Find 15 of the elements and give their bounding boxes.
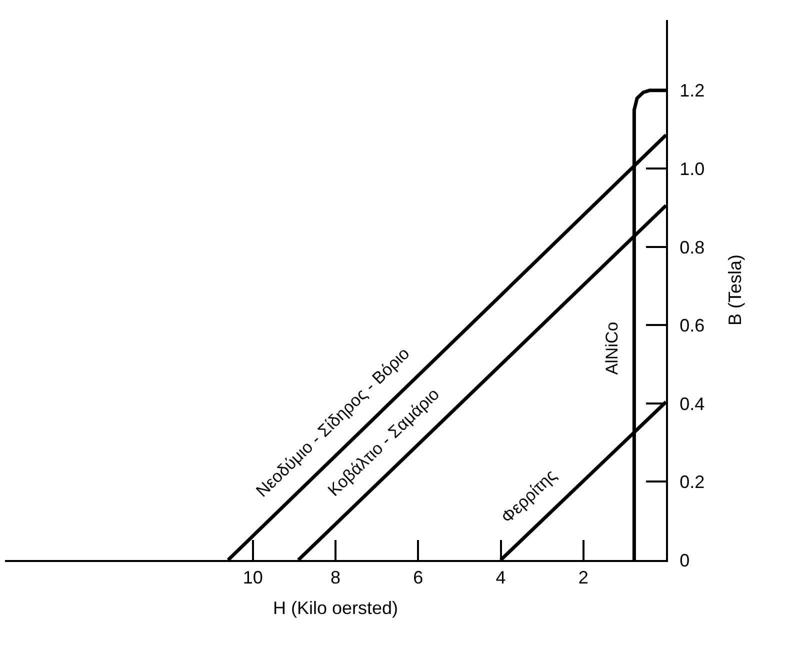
y-tick-label: 1.2	[680, 80, 705, 101]
x-tick-label: 6	[413, 568, 424, 588]
x-tick-label: 2	[578, 568, 588, 588]
x-tick-label: 10	[242, 568, 263, 588]
y-tick-label: 0.2	[680, 472, 705, 492]
x-tick-label: 4	[496, 568, 506, 588]
y-tick-label: 0.4	[680, 394, 705, 414]
y-tick-label: 0	[680, 550, 690, 570]
x-tick-label: 8	[330, 568, 341, 588]
y-tick-label: 0.8	[680, 237, 705, 258]
y-axis-title: B (Tesla)	[725, 254, 746, 326]
y-tick-label: 1.0	[680, 159, 705, 179]
x-axis-title: H (Kilo oersted)	[272, 598, 398, 618]
y-tick-label: 0.6	[680, 316, 705, 336]
annotation: AlNiCo	[602, 322, 622, 375]
